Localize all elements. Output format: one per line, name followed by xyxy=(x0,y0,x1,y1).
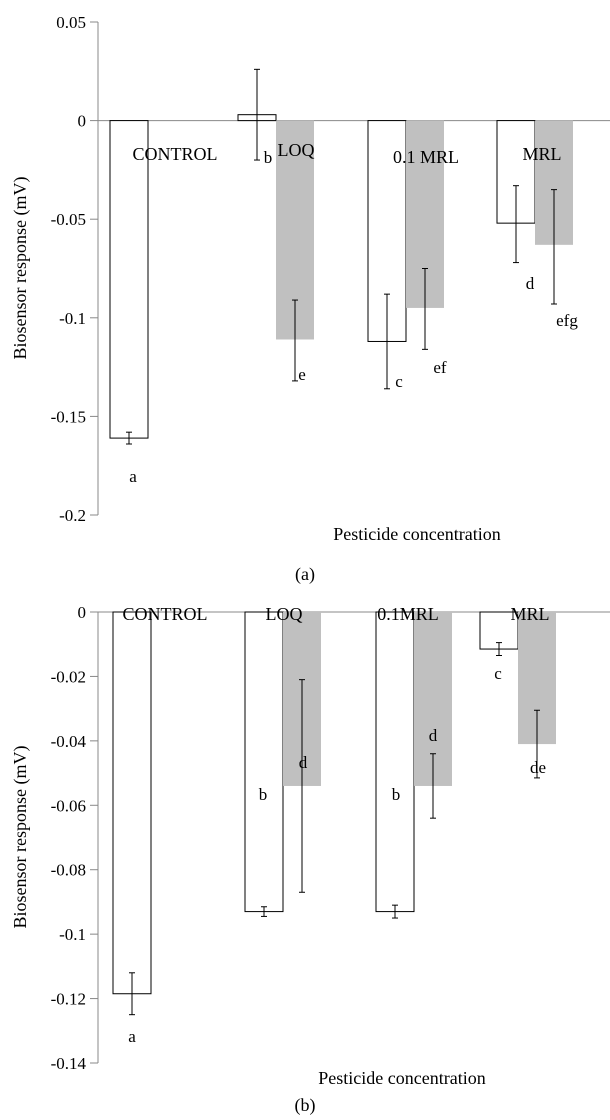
y-tick-label: -0.05 xyxy=(51,210,86,229)
y-tick-label: -0.02 xyxy=(51,667,86,686)
y-tick-label: 0 xyxy=(78,603,87,622)
y-tick-label: -0.1 xyxy=(59,309,86,328)
category-label: CONTROL xyxy=(123,604,208,624)
significance-letter: c xyxy=(494,664,502,683)
bar-white xyxy=(375,611,415,913)
y-tick-label: -0.06 xyxy=(51,796,86,815)
significance-letter: c xyxy=(395,372,403,391)
bar-white xyxy=(244,611,284,913)
y-tick-label: -0.15 xyxy=(51,407,86,426)
x-axis-label: Pesticide concentration xyxy=(333,524,500,544)
y-tick-label: -0.08 xyxy=(51,861,86,880)
y-tick-label: -0.12 xyxy=(51,990,86,1009)
significance-letter: efg xyxy=(556,311,578,330)
category-label: MRL xyxy=(510,604,549,624)
panel-label: (b) xyxy=(295,1095,316,1116)
significance-letter: b xyxy=(392,785,401,804)
significance-letter: e xyxy=(298,365,306,384)
significance-letter: b xyxy=(259,785,268,804)
x-axis-label: Pesticide concentration xyxy=(318,1068,485,1088)
category-label: CONTROL xyxy=(133,144,218,164)
significance-letter: a xyxy=(128,1027,136,1046)
y-tick-label: -0.1 xyxy=(59,925,86,944)
y-tick-label: 0.05 xyxy=(56,13,86,32)
significance-letter: ef xyxy=(433,358,447,377)
y-axis-label: Biosensor response (mV) xyxy=(10,177,31,360)
bar-white xyxy=(112,611,152,995)
panel-label: (a) xyxy=(295,564,315,585)
category-label: 0.1MRL xyxy=(377,604,439,624)
y-tick-label: -0.04 xyxy=(51,732,87,751)
significance-letter: de xyxy=(530,758,546,777)
significance-letter: d xyxy=(299,753,308,772)
y-axis-label: Biosensor response (mV) xyxy=(10,746,31,929)
category-label: MRL xyxy=(522,144,561,164)
bar-white xyxy=(109,120,149,439)
category-label: 0.1 MRL xyxy=(393,147,459,167)
significance-letter: b xyxy=(264,148,273,167)
significance-letter: a xyxy=(129,467,137,486)
y-tick-label: -0.2 xyxy=(59,506,86,525)
significance-letter: d xyxy=(526,274,535,293)
y-tick-label: 0 xyxy=(78,112,87,131)
significance-letter: d xyxy=(429,726,438,745)
panel-b-chart: 0 -0.02 -0.04 -0.06 -0.08 -0.1 -0.12 -0.14 a b b c d… xyxy=(10,603,610,1116)
category-label: LOQ xyxy=(278,140,315,160)
panel-a-chart: 0.05 0 -0.05 -0.1 -0.15 -0.2 a b c d e ef efg CONTROL… xyxy=(10,13,610,585)
y-tick-label: -0.14 xyxy=(51,1054,87,1073)
category-label: LOQ xyxy=(266,604,303,624)
